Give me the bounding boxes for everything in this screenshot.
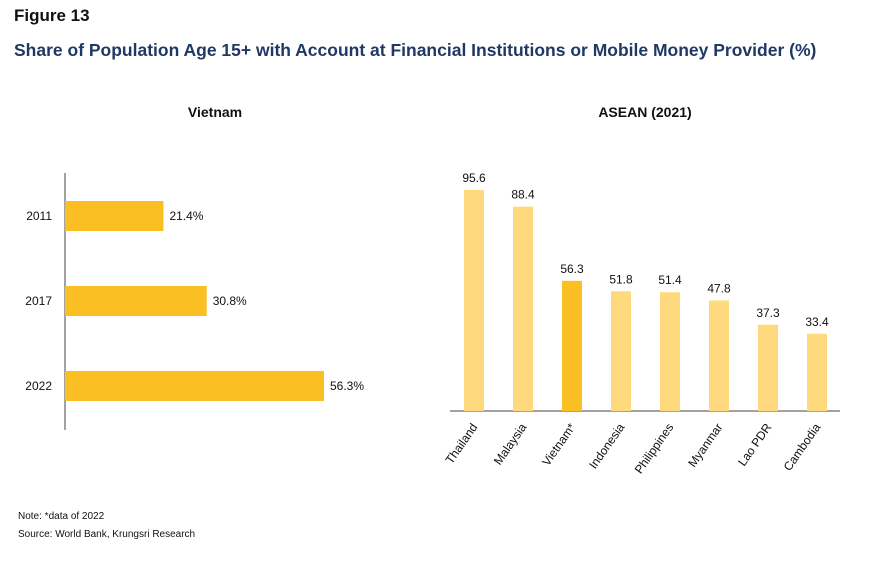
bar-thailand: [464, 190, 484, 411]
data-label-vietnam: 56.3: [560, 262, 584, 276]
tick-label-2011: 2011: [26, 209, 52, 223]
data-label-cambodia: 33.4: [805, 315, 829, 329]
tick-label-cambodia: Cambodia: [781, 420, 824, 473]
vietnam-chart-title: Vietnam: [187, 104, 243, 120]
data-label-indonesia: 51.8: [609, 272, 633, 286]
vietnam-bar-chart: 2011 21.4% 2017 30.8% 2022 56.3%: [25, 173, 364, 430]
source-note: Source: World Bank, Krungsri Research: [18, 529, 196, 540]
tick-label-myanmar: Myanmar: [685, 421, 725, 470]
footnote: Note: *data of 2022: [18, 511, 105, 522]
data-label-malaysia: 88.4: [511, 188, 535, 202]
data-label-myanmar: 47.8: [707, 282, 731, 296]
bar-myanmar: [709, 300, 729, 411]
bar-cambodia: [807, 333, 827, 411]
tick-label-indonesia: Indonesia: [586, 420, 628, 471]
bar-2011: [65, 201, 164, 231]
tick-label-malaysia: Malaysia: [491, 420, 530, 467]
figure-title: Share of Population Age 15+ with Account…: [14, 40, 817, 60]
tick-label-2022: 2022: [25, 379, 52, 393]
data-label-philippines: 51.4: [658, 273, 682, 287]
tick-label-lao-pdr: Lao PDR: [735, 420, 775, 468]
asean-chart-title: ASEAN (2021): [598, 104, 692, 120]
figure-label: Figure 13: [14, 6, 90, 25]
bar-lao-pdr: [758, 324, 778, 411]
data-label-lao-pdr: 37.3: [756, 306, 780, 320]
tick-label-2017: 2017: [25, 294, 52, 308]
data-label-2011: 21.4%: [169, 209, 203, 223]
data-label-2022: 56.3%: [330, 379, 364, 393]
tick-label-vietnam: Vietnam*: [539, 420, 578, 468]
bar-malaysia: [513, 206, 533, 411]
tick-label-thailand: Thailand: [443, 421, 481, 467]
data-label-thailand: 95.6: [462, 171, 486, 185]
data-label-2017: 30.8%: [213, 294, 247, 308]
bar-2017: [65, 286, 207, 316]
bar-2022: [65, 371, 324, 401]
tick-label-philippines: Philippines: [632, 421, 677, 477]
bar-philippines: [660, 292, 680, 411]
bar-vietnam: [562, 280, 582, 411]
bar-indonesia: [611, 291, 631, 411]
